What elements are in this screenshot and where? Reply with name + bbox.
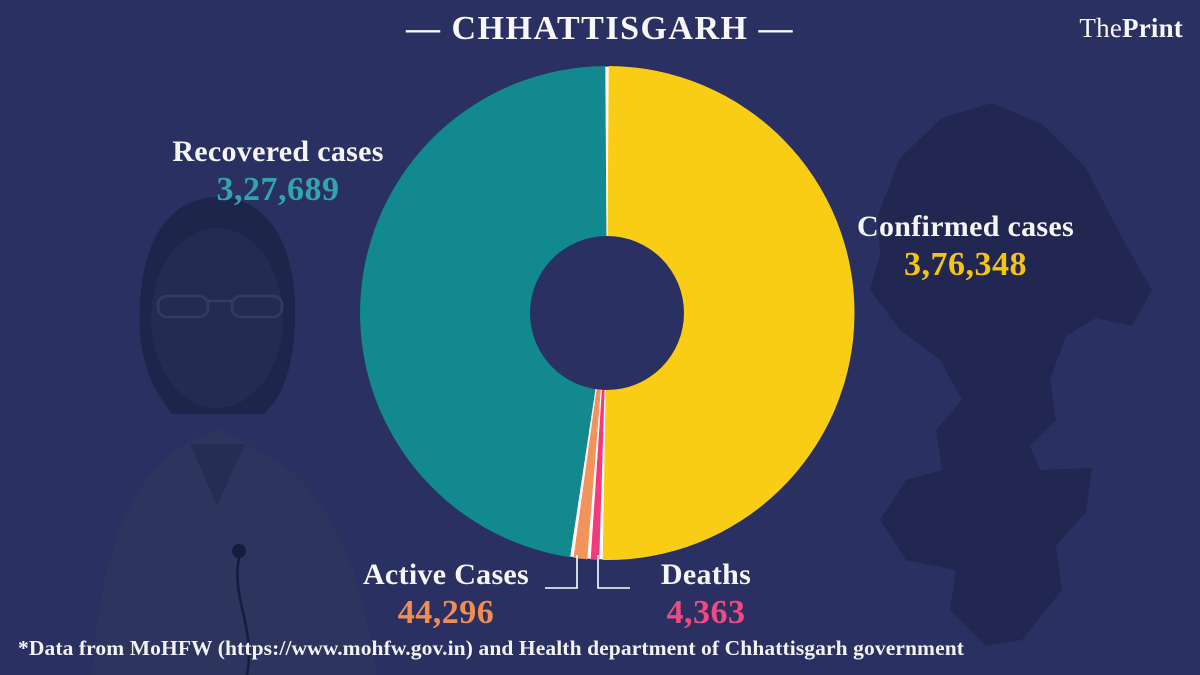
theprint-logo-the: The [1079, 13, 1122, 43]
deaths-callout: Deaths 4,363 [592, 558, 820, 632]
confirmed-cases-value: 3,76,348 [904, 245, 1027, 283]
active-cases-value: 44,296 [397, 593, 495, 631]
donut-chart [360, 66, 855, 561]
chhattisgarh-map-silhouette [870, 103, 1152, 646]
donut-hole [530, 236, 684, 390]
silhouette-collar [190, 444, 245, 506]
official-photo-silhouette [92, 196, 376, 675]
theprint-logo: ThePrint [1079, 13, 1183, 44]
data-source-footnote: *Data from MoHFW (https://www.mohfw.gov.… [18, 636, 965, 660]
lapel-mic [232, 544, 246, 558]
active-cases-callout: Active Cases 44,296 [300, 558, 592, 632]
deaths-label: Deaths [660, 558, 752, 591]
slice-recovered-cases [360, 66, 607, 558]
deaths-leader-line [597, 555, 630, 589]
page-title: — CHHATTISGARH — [406, 10, 794, 47]
recovered-cases-value: 3,27,689 [216, 170, 340, 208]
silhouette-face [151, 228, 283, 408]
active-cases-label: Active Cases [362, 558, 530, 591]
confirmed-cases-label: Confirmed cases [857, 210, 1074, 243]
theprint-logo-print: Print [1122, 13, 1183, 43]
active-cases-leader-line [545, 555, 578, 589]
silhouette-glasses [156, 294, 284, 319]
slice-confirmed-cases [602, 66, 855, 561]
recovered-cases-label: Recovered cases [172, 135, 384, 168]
deaths-value: 4,363 [666, 593, 746, 631]
confirmed-cases-callout: Confirmed cases 3,76,348 [808, 210, 1123, 284]
recovered-cases-callout: Recovered cases 3,27,689 [118, 135, 438, 209]
mic-wire [236, 557, 251, 675]
